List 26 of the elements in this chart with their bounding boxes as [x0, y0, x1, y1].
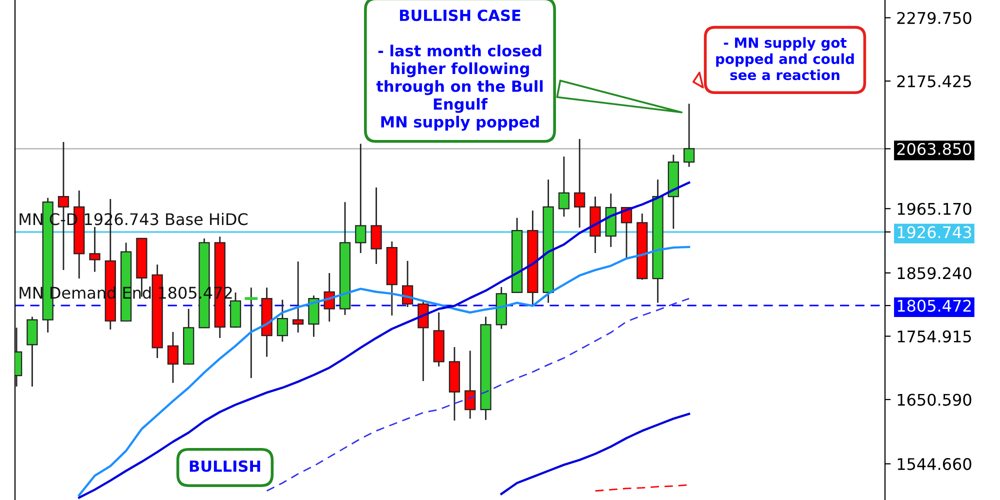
annotation: BULLISH — [190, 460, 260, 472]
text: - MN supply got popped and could see a reaction — [716, 37, 854, 80]
y-tick-label: 1754.915 — [898, 330, 971, 343]
candlestick — [684, 103, 695, 168]
y-tick-label: 1965.170 — [898, 202, 972, 215]
y-tick-label: 1805.472 — [898, 300, 971, 312]
y-tick-label: 1544.660 — [898, 458, 972, 470]
candlestick — [276, 299, 288, 342]
y-tick-label: 2279.750 — [897, 12, 972, 24]
candlestick — [292, 260, 304, 334]
candlestick — [464, 350, 476, 420]
candlestick — [558, 156, 570, 218]
candlestick — [370, 186, 382, 265]
y-tick-label: 2175.425 — [897, 75, 971, 88]
candlestick — [167, 331, 179, 384]
candlestick — [89, 226, 100, 273]
candlestick — [418, 299, 429, 382]
y-tick-label: 1650.590 — [898, 394, 972, 406]
y-tick-label: 2063.850 — [897, 142, 972, 156]
y-tick-label: 1859.240 — [898, 267, 972, 280]
candlestick — [355, 143, 366, 254]
y-tick-label: 1926.743 — [898, 226, 972, 238]
candlestick — [574, 138, 586, 228]
line-series — [500, 412, 690, 496]
text: BULLISH CASE - last month closed higher following through on the Bull Engulf MN supply popped — [376, 10, 543, 131]
line-series — [266, 298, 690, 492]
